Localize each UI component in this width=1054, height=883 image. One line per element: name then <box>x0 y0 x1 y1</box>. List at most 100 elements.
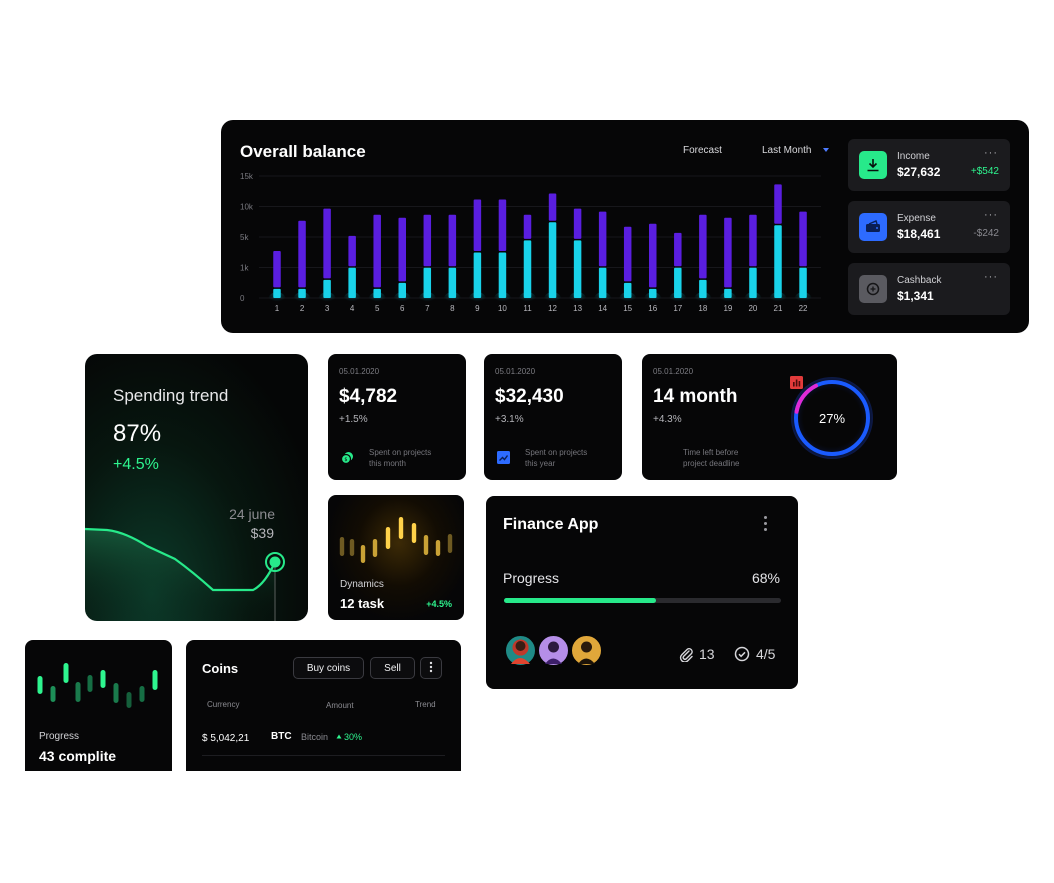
amount-header: Amount <box>326 701 354 710</box>
kebab-menu-icon[interactable] <box>764 516 768 534</box>
cashback-label: Cashback <box>897 275 942 286</box>
avatar[interactable] <box>537 634 570 667</box>
buy-coins-button[interactable]: Buy coins <box>293 657 364 679</box>
x-tick-label: 10 <box>498 304 507 313</box>
more-icon[interactable]: ··· <box>984 271 998 283</box>
trend-percent: 87% <box>113 420 162 447</box>
candle <box>447 534 453 553</box>
bar-glow <box>268 292 286 308</box>
x-tick-label: 11 <box>523 304 532 313</box>
avatar[interactable] <box>504 634 537 667</box>
bar-segment-purple <box>273 251 281 288</box>
bar-segment-cyan <box>649 288 657 298</box>
bar-segment-purple <box>674 232 682 267</box>
candle <box>126 692 132 708</box>
candle <box>435 540 441 556</box>
wallet-icon <box>859 213 887 241</box>
card-date: 05.01.2020 <box>495 367 536 376</box>
bar-glow <box>543 292 562 308</box>
bar-segment-cyan <box>674 267 682 298</box>
check-circle-icon <box>734 646 750 662</box>
bar-glow <box>743 292 762 308</box>
dynamics-candles <box>339 517 453 563</box>
x-tick-label: 17 <box>673 304 682 313</box>
finance-title: Finance App <box>503 516 599 533</box>
candle <box>360 545 366 563</box>
bar-segment-cyan <box>473 252 482 298</box>
cashback-stat[interactable]: Cashback $1,341 ··· <box>848 263 1010 315</box>
divider <box>202 755 445 756</box>
candle <box>372 539 378 557</box>
bar-glow <box>769 292 787 308</box>
trend-header: Trend <box>415 700 436 709</box>
spending-trend-card: Spending trend 87% +4.5% 24 june $39 <box>85 354 308 621</box>
income-change: +$542 <box>970 166 999 177</box>
card-amount: $32,430 <box>495 386 564 407</box>
bar-segment-purple <box>473 199 482 252</box>
bar-segment-cyan <box>323 279 331 298</box>
avatar[interactable] <box>570 634 603 667</box>
bar-glow <box>643 292 662 308</box>
paperclip-icon <box>679 648 693 662</box>
x-tick-label: 20 <box>748 304 757 313</box>
x-tick-label: 4 <box>350 304 355 313</box>
bar-segment-purple <box>774 184 782 224</box>
expense-change: -$242 <box>973 228 999 239</box>
bar-glow <box>718 292 737 308</box>
expense-stat[interactable]: Expense $18,461 -$242 ··· <box>848 201 1010 253</box>
income-label: Income <box>897 151 930 162</box>
bar-segment-cyan <box>548 222 557 298</box>
x-tick-label: 3 <box>325 304 330 313</box>
bar-segment-cyan <box>348 267 356 298</box>
card-change: +1.5% <box>339 414 368 425</box>
attachments-count: 13 <box>699 646 715 662</box>
x-tick-label: 6 <box>400 304 405 313</box>
more-icon[interactable]: ··· <box>984 209 998 221</box>
dynamics-card: Dynamics 12 task +4.5% <box>328 495 464 620</box>
finance-app-card: Finance App Progress 68% 13 4/5 <box>486 496 798 689</box>
bar-segment-cyan <box>273 288 281 298</box>
bar-segment-cyan <box>523 240 532 298</box>
dynamics-change: +4.5% <box>426 599 452 609</box>
progress-card: Progress 43 complite <box>25 640 172 771</box>
sell-button[interactable]: Sell <box>370 657 415 679</box>
cashback-value: $1,341 <box>897 289 934 303</box>
bar-segment-purple <box>498 199 507 252</box>
bar-segment-purple <box>799 211 807 267</box>
x-tick-label: 2 <box>300 304 305 313</box>
bar-segment-purple <box>448 214 457 267</box>
bar-segment-cyan <box>724 288 732 298</box>
bar-glow <box>593 292 612 308</box>
x-tick-label: 22 <box>799 304 808 313</box>
forecast-tab[interactable]: Forecast <box>683 145 722 156</box>
y-tick-label: 0 <box>240 294 245 303</box>
y-tick-label: 1k <box>240 264 249 273</box>
period-dropdown[interactable]: Last Month <box>762 145 812 156</box>
candle <box>423 535 429 555</box>
chevron-down-icon[interactable] <box>823 148 829 152</box>
bar-segment-cyan <box>799 267 807 298</box>
bar-segment-purple <box>298 220 306 288</box>
bar-segment-cyan <box>598 267 607 298</box>
bar-segment-purple <box>749 214 757 267</box>
expense-value: $18,461 <box>897 227 941 241</box>
more-icon[interactable]: ··· <box>984 147 998 159</box>
bar-segment-purple <box>548 193 557 221</box>
income-stat[interactable]: Income $27,632 +$542 ··· <box>848 139 1010 191</box>
bar-segment-cyan <box>749 267 757 298</box>
bar-glow <box>443 292 462 308</box>
candle <box>385 527 391 549</box>
progress-bar-fill <box>504 598 657 603</box>
bar-glow <box>618 292 637 308</box>
bar-glow <box>493 292 512 308</box>
expense-label: Expense <box>897 213 936 224</box>
bar-segment-cyan <box>498 252 507 298</box>
progress-label: Progress <box>39 731 80 742</box>
cashback-icon <box>859 275 887 303</box>
candle <box>100 670 106 688</box>
bar-glow <box>518 292 537 308</box>
bar-segment-purple <box>699 214 707 279</box>
download-icon <box>859 151 887 179</box>
tasks-count: 4/5 <box>756 646 776 662</box>
kebab-menu-button[interactable] <box>420 657 442 679</box>
